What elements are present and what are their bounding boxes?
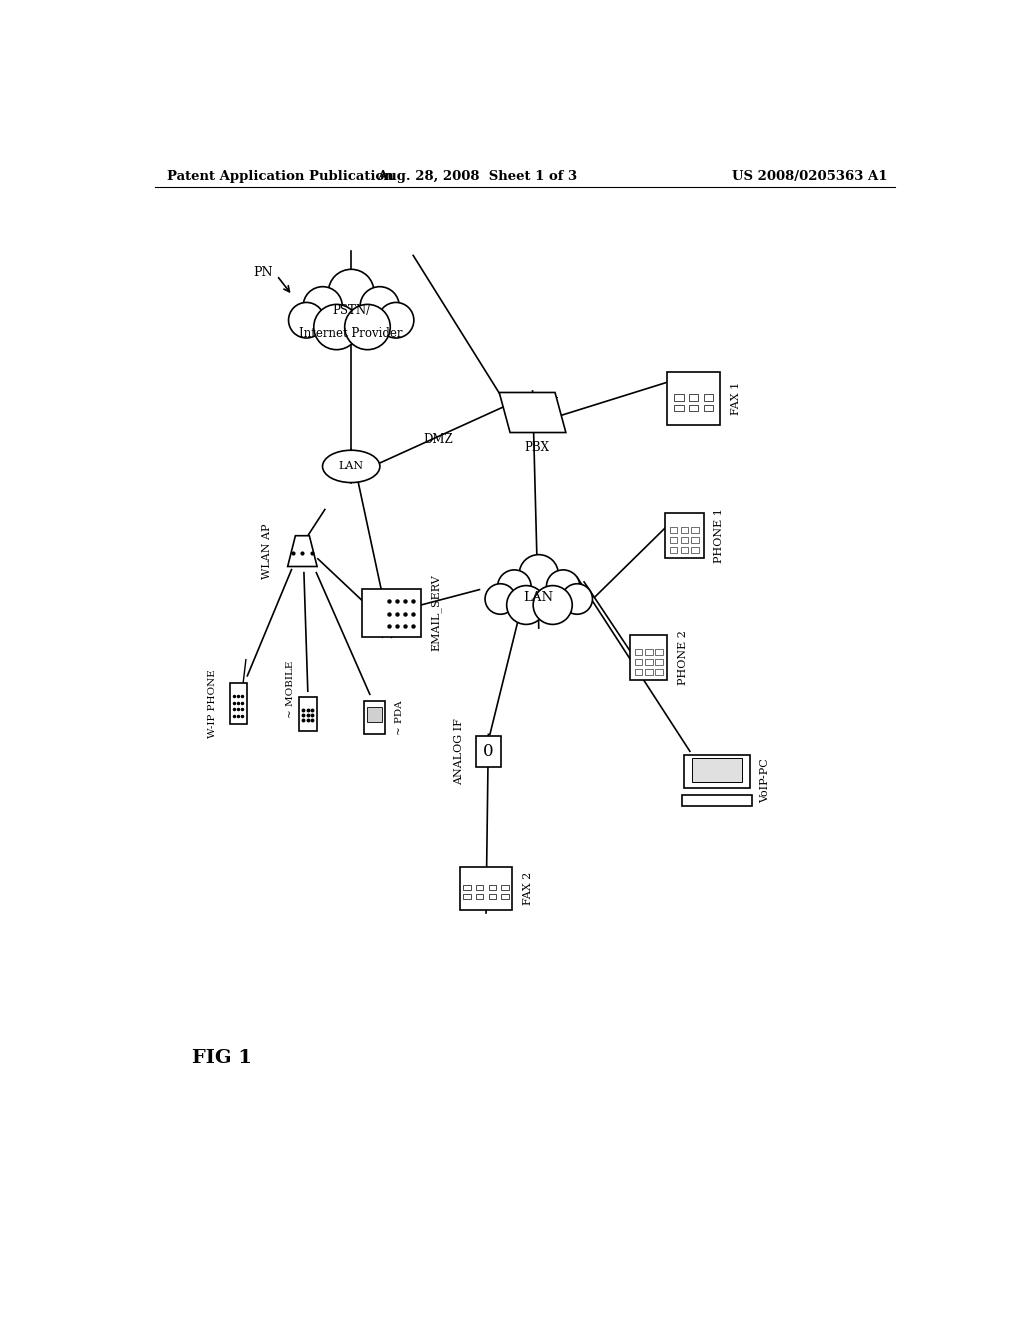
Circle shape [313, 305, 359, 350]
FancyBboxPatch shape [689, 395, 698, 401]
Text: Aug. 28, 2008  Sheet 1 of 3: Aug. 28, 2008 Sheet 1 of 3 [377, 169, 577, 182]
Circle shape [485, 583, 516, 614]
Polygon shape [288, 536, 317, 566]
FancyBboxPatch shape [488, 884, 496, 890]
FancyBboxPatch shape [367, 706, 382, 722]
FancyBboxPatch shape [476, 737, 501, 767]
Text: ANALOG IF: ANALOG IF [454, 718, 464, 784]
Text: PHONE 2: PHONE 2 [678, 630, 688, 685]
FancyBboxPatch shape [460, 867, 512, 909]
Text: LAN: LAN [339, 462, 364, 471]
FancyBboxPatch shape [635, 649, 642, 655]
Circle shape [519, 554, 558, 594]
FancyBboxPatch shape [488, 894, 496, 899]
Text: FAX 2: FAX 2 [523, 871, 532, 906]
Text: PHONE 1: PHONE 1 [715, 508, 724, 564]
Text: PBX: PBX [524, 441, 549, 454]
FancyBboxPatch shape [691, 537, 699, 544]
Circle shape [507, 586, 546, 624]
FancyBboxPatch shape [502, 894, 509, 899]
FancyBboxPatch shape [684, 755, 750, 788]
FancyBboxPatch shape [681, 546, 688, 553]
FancyBboxPatch shape [476, 884, 483, 890]
Circle shape [498, 570, 531, 603]
Text: PSTN/: PSTN/ [332, 304, 371, 317]
Text: LAN: LAN [523, 591, 554, 603]
FancyBboxPatch shape [674, 405, 684, 412]
FancyBboxPatch shape [645, 668, 652, 675]
Circle shape [303, 286, 342, 326]
Text: ~ PDA: ~ PDA [395, 700, 404, 735]
FancyBboxPatch shape [229, 682, 247, 725]
Text: WLAN AP: WLAN AP [262, 523, 272, 579]
FancyBboxPatch shape [691, 546, 699, 553]
Ellipse shape [323, 450, 380, 483]
Text: 0: 0 [483, 743, 494, 760]
Circle shape [534, 586, 572, 624]
FancyBboxPatch shape [691, 527, 699, 533]
FancyBboxPatch shape [703, 395, 714, 401]
Text: VoIP-PC: VoIP-PC [761, 758, 770, 803]
FancyBboxPatch shape [362, 589, 421, 636]
FancyBboxPatch shape [464, 894, 471, 899]
Circle shape [562, 583, 593, 614]
Text: ~ MOBILE: ~ MOBILE [286, 661, 295, 718]
FancyBboxPatch shape [692, 758, 742, 781]
FancyBboxPatch shape [365, 701, 385, 734]
FancyBboxPatch shape [703, 405, 714, 412]
FancyBboxPatch shape [630, 635, 668, 680]
Text: FIG 1: FIG 1 [191, 1049, 252, 1067]
FancyBboxPatch shape [655, 668, 663, 675]
FancyBboxPatch shape [476, 894, 483, 899]
FancyBboxPatch shape [681, 527, 688, 533]
FancyBboxPatch shape [645, 649, 652, 655]
Circle shape [289, 302, 325, 338]
FancyBboxPatch shape [655, 659, 663, 665]
Circle shape [360, 286, 399, 326]
Circle shape [345, 305, 390, 350]
FancyBboxPatch shape [682, 796, 752, 805]
Text: DMZ: DMZ [423, 433, 453, 446]
FancyBboxPatch shape [665, 513, 703, 558]
FancyBboxPatch shape [681, 537, 688, 544]
FancyBboxPatch shape [670, 537, 678, 544]
FancyBboxPatch shape [668, 372, 720, 425]
FancyBboxPatch shape [670, 546, 678, 553]
FancyBboxPatch shape [645, 659, 652, 665]
Polygon shape [500, 392, 566, 433]
Circle shape [378, 302, 414, 338]
FancyBboxPatch shape [635, 668, 642, 675]
Text: EMAIL_SERV: EMAIL_SERV [431, 574, 441, 651]
Text: FAX 1: FAX 1 [730, 381, 740, 416]
FancyBboxPatch shape [655, 649, 663, 655]
FancyBboxPatch shape [502, 884, 509, 890]
FancyBboxPatch shape [689, 405, 698, 412]
Text: W-IP PHONE: W-IP PHONE [208, 669, 217, 738]
Text: PN: PN [253, 265, 272, 279]
FancyBboxPatch shape [670, 527, 678, 533]
FancyBboxPatch shape [635, 659, 642, 665]
FancyBboxPatch shape [299, 697, 317, 731]
FancyBboxPatch shape [464, 884, 471, 890]
Circle shape [329, 269, 374, 314]
Text: US 2008/0205363 A1: US 2008/0205363 A1 [732, 169, 888, 182]
Text: Internet Provider: Internet Provider [299, 326, 403, 339]
FancyBboxPatch shape [674, 395, 684, 401]
Text: Patent Application Publication: Patent Application Publication [167, 169, 393, 182]
Circle shape [547, 570, 580, 603]
